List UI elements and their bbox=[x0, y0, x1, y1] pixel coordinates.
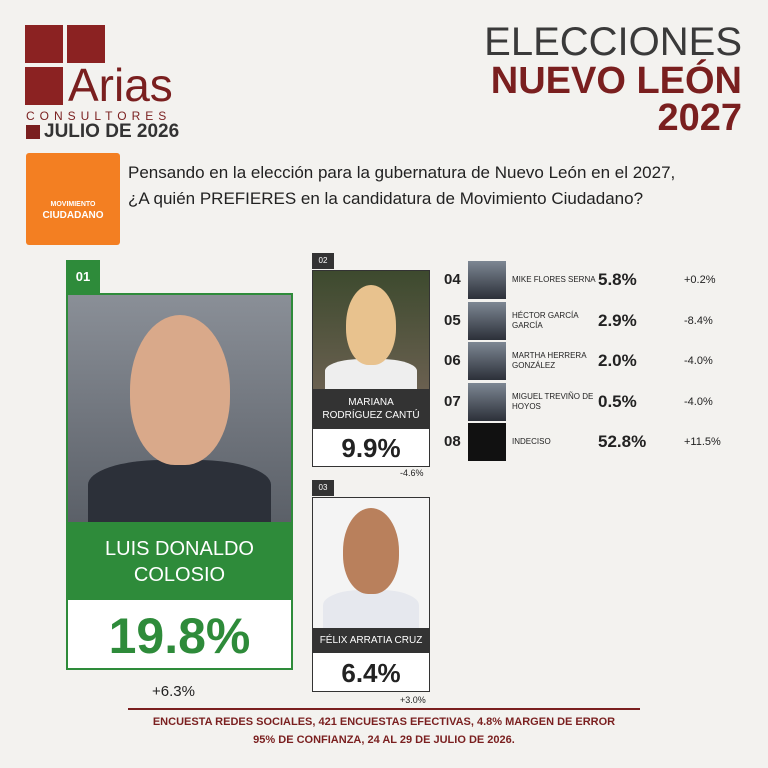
footer-line: 95% DE CONFIANZA, 24 AL 29 DE JULIO DE 2… bbox=[253, 734, 515, 746]
name-box: FÉLIX ARRATIA CRUZ bbox=[313, 628, 429, 653]
name: FÉLIX ARRATIA CRUZ bbox=[319, 635, 423, 646]
footer-line: ENCUESTA REDES SOCIALES, 421 ENCUESTAS E… bbox=[152, 716, 616, 728]
photo bbox=[313, 271, 429, 389]
card: MARIANA RODRÍGUEZ CANTÚ 9.9% bbox=[312, 270, 430, 467]
photo bbox=[468, 301, 506, 340]
change: -8.4% bbox=[684, 314, 713, 327]
party-logo: MOVIMIENTO CIUDADANO bbox=[26, 153, 120, 245]
name: MIKE FLORES SERNA bbox=[512, 275, 596, 284]
change: -4.0% bbox=[684, 395, 713, 408]
name-box: MARIANA RODRÍGUEZ CANTÚ bbox=[313, 389, 429, 429]
question: Pensando en la elección para la gubernat… bbox=[128, 163, 676, 208]
name: HÉCTOR GARCÍA bbox=[512, 310, 579, 320]
name: MARTHA HERRERA bbox=[512, 351, 587, 360]
date: JULIO DE 2026 bbox=[44, 121, 180, 142]
photo bbox=[468, 382, 506, 421]
name-box: LUIS DONALDO COLOSIO bbox=[68, 522, 291, 600]
name: HOYOS bbox=[512, 401, 541, 411]
logo-sub: CONSULTORES bbox=[26, 109, 172, 123]
value: 5.8% bbox=[598, 270, 637, 289]
photo bbox=[468, 342, 506, 380]
value: 2.9% bbox=[598, 310, 637, 330]
party-name: CIUDADANO bbox=[42, 210, 104, 221]
rank: 07 bbox=[444, 392, 461, 410]
rank: 04 bbox=[444, 271, 461, 288]
photo bbox=[68, 295, 291, 522]
value: 6.4% bbox=[341, 658, 401, 688]
value: 52.8% bbox=[598, 432, 647, 451]
rank: 02 bbox=[312, 253, 334, 269]
logo-name: Arias bbox=[68, 59, 173, 111]
rank: 01 bbox=[66, 260, 100, 294]
card: LUIS DONALDO COLOSIO 19.8% bbox=[66, 293, 293, 670]
change: +11.5% bbox=[684, 436, 721, 448]
name: COLOSIO bbox=[133, 564, 226, 586]
name: GARCÍA bbox=[512, 320, 543, 330]
name: GONZÁLEZ bbox=[512, 361, 556, 370]
logo-block bbox=[25, 67, 63, 105]
change: +6.3% bbox=[152, 683, 195, 700]
rule bbox=[128, 708, 640, 710]
change: -4.0% bbox=[684, 355, 713, 367]
logo-block bbox=[25, 25, 63, 63]
square bbox=[26, 125, 40, 139]
logo-block bbox=[67, 25, 105, 63]
name: MIGUEL TREVIÑO DE bbox=[512, 391, 594, 401]
name: MARIANA bbox=[348, 397, 394, 408]
change: +0.2% bbox=[684, 274, 716, 286]
value: 19.8% bbox=[108, 608, 251, 664]
title-line: NUEVO LEÓN bbox=[490, 60, 742, 102]
photo bbox=[313, 498, 429, 628]
rank: 08 bbox=[444, 433, 461, 450]
value: 2.0% bbox=[598, 351, 637, 370]
change: +3.0% bbox=[400, 695, 426, 705]
party-name: MOVIMIENTO bbox=[50, 201, 96, 208]
name: INDECISO bbox=[512, 437, 551, 446]
title-line: 2027 bbox=[657, 97, 742, 139]
change: -4.6% bbox=[400, 468, 424, 478]
rank: 03 bbox=[312, 480, 334, 496]
value: 0.5% bbox=[598, 391, 637, 411]
card: FÉLIX ARRATIA CRUZ 6.4% bbox=[312, 497, 430, 692]
value: 9.9% bbox=[341, 433, 401, 463]
rank: 05 bbox=[444, 311, 461, 329]
name: LUIS DONALDO bbox=[105, 538, 254, 560]
title-line: ELECCIONES bbox=[484, 20, 742, 64]
photo bbox=[468, 261, 506, 299]
name: RODRÍGUEZ CANTÚ bbox=[322, 410, 420, 421]
rank: 06 bbox=[444, 352, 461, 369]
photo bbox=[468, 423, 506, 461]
